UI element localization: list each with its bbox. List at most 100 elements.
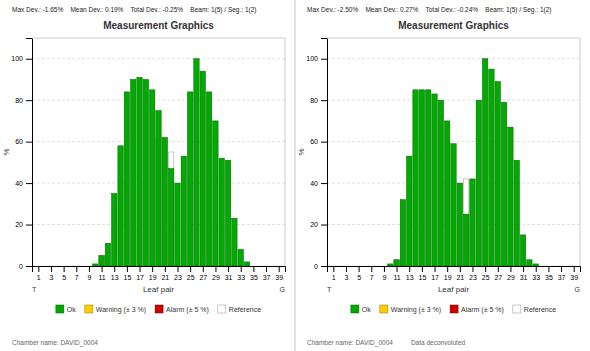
tick-mark xyxy=(241,266,242,272)
tick-mark xyxy=(371,266,372,272)
bar xyxy=(476,100,481,266)
bar xyxy=(219,158,224,266)
tick-mark xyxy=(215,266,216,272)
tick-mark xyxy=(89,266,90,272)
tick-mark xyxy=(321,100,327,101)
bar xyxy=(200,71,205,266)
x-tick: 25 xyxy=(187,266,195,281)
bar xyxy=(331,266,336,267)
tick-mark xyxy=(279,266,280,272)
tick-label: 100 xyxy=(11,55,23,62)
bar xyxy=(99,256,104,266)
bar xyxy=(381,266,386,267)
footer: Chamber name: DAVID_0004 xyxy=(12,339,98,347)
legend-label: Ok xyxy=(362,306,371,313)
tick-mark xyxy=(409,266,410,272)
bar xyxy=(337,266,342,267)
bar xyxy=(413,90,418,266)
legend-item: Reference xyxy=(218,305,261,313)
x-tick: 39 xyxy=(275,266,283,281)
x-tick: 7 xyxy=(75,266,79,281)
bar xyxy=(225,160,230,266)
bar xyxy=(74,266,79,267)
bar xyxy=(112,193,117,266)
x-tick: 3 xyxy=(50,266,54,281)
y-tick: 40 xyxy=(15,180,32,187)
tick-mark xyxy=(447,266,448,272)
x-tick: 37 xyxy=(558,266,566,281)
bar xyxy=(175,183,180,266)
annotation: G xyxy=(280,286,285,293)
grid xyxy=(327,59,580,266)
tick-label: 11 xyxy=(393,274,400,281)
tick-label: 17 xyxy=(431,274,439,281)
chart-svg: Max Dev.: -1.65% Mean Dev.: 0.19% Total … xyxy=(0,0,590,351)
bar xyxy=(162,137,167,266)
x-tick: 37 xyxy=(263,266,271,281)
bar xyxy=(457,183,462,266)
bar xyxy=(194,59,199,266)
tick-label: 27 xyxy=(199,274,207,281)
legend-label: Ok xyxy=(67,306,76,313)
y-axis: 020406080100 xyxy=(306,39,327,270)
tick-label: 33 xyxy=(237,274,245,281)
x-tick: 25 xyxy=(482,266,490,281)
bar xyxy=(149,90,154,266)
x-tick: 19 xyxy=(149,266,157,281)
bar xyxy=(571,266,576,267)
divider xyxy=(295,0,296,351)
y-tick: 0 xyxy=(19,263,32,270)
bar xyxy=(80,266,85,267)
tick-label: 40 xyxy=(15,180,23,187)
x-tick: 35 xyxy=(545,266,553,281)
bar xyxy=(36,266,41,267)
tick-mark xyxy=(346,266,347,272)
bar xyxy=(558,266,563,267)
y-tick: 100 xyxy=(306,55,327,62)
legend-swatch xyxy=(85,305,93,313)
bar xyxy=(444,121,449,266)
tick-label: 20 xyxy=(310,221,318,228)
x-tick: 13 xyxy=(406,266,414,281)
bar xyxy=(337,266,342,267)
tick-mark xyxy=(26,59,32,60)
tick-mark xyxy=(26,183,32,184)
x-tick: 39 xyxy=(570,266,578,281)
y-tick: 80 xyxy=(15,97,32,104)
bar xyxy=(426,90,431,266)
bar xyxy=(362,266,367,267)
bar xyxy=(67,266,72,267)
legend-item: Ok xyxy=(351,305,371,313)
bar xyxy=(552,266,557,267)
bar xyxy=(520,235,525,266)
bar xyxy=(143,79,148,266)
panel: Max Dev.: -2.50% Mean Dev.: 0.27% Total … xyxy=(297,6,581,347)
bar xyxy=(362,266,367,267)
bar xyxy=(276,266,281,267)
tick-label: 27 xyxy=(494,274,502,281)
tick-label: 39 xyxy=(570,274,578,281)
bar xyxy=(86,266,91,267)
grid-line xyxy=(32,100,285,101)
bar xyxy=(99,256,104,266)
bar xyxy=(244,262,249,266)
bar xyxy=(381,266,386,267)
tick-mark xyxy=(485,266,486,272)
legend-swatch xyxy=(351,305,359,313)
tick-label: 29 xyxy=(212,274,220,281)
tick-label: 37 xyxy=(558,274,566,281)
bar xyxy=(131,79,136,266)
tick-mark xyxy=(321,59,327,60)
bar xyxy=(565,266,570,267)
bar xyxy=(270,266,275,267)
tick-mark xyxy=(321,225,327,226)
bar xyxy=(539,266,544,267)
bars xyxy=(388,59,539,266)
y-axis: 020406080100 xyxy=(11,39,32,270)
legend-swatch xyxy=(450,305,458,313)
x-tick: 5 xyxy=(62,266,66,281)
bar xyxy=(432,94,437,266)
tick-label: 25 xyxy=(482,274,490,281)
tick-label: 100 xyxy=(306,55,318,62)
axis-domain xyxy=(328,267,581,273)
